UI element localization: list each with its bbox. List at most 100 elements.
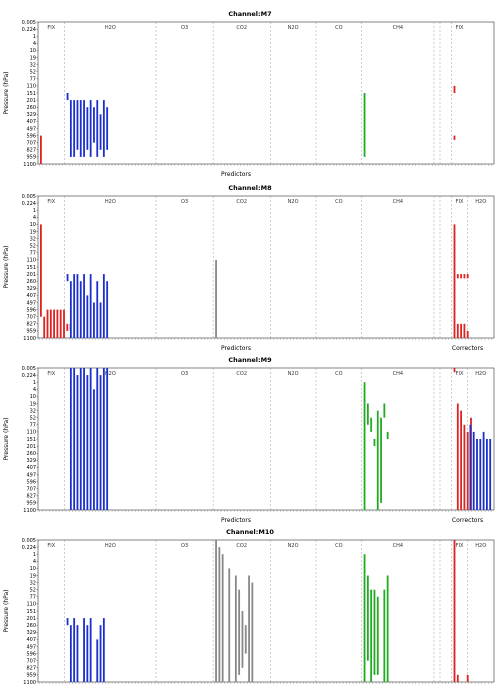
data-mark — [386, 575, 389, 682]
y-axis-label: Pressure (hPa) — [3, 417, 10, 460]
data-mark — [69, 281, 72, 338]
data-mark — [363, 554, 366, 682]
y-tick-label: 77 — [30, 251, 36, 257]
data-mark — [251, 582, 254, 682]
data-mark — [102, 274, 105, 338]
data-mark — [83, 274, 85, 338]
y-tick-label: 1 — [33, 552, 36, 558]
y-tick-label: 10 — [30, 394, 36, 400]
y-tick-label: 4 — [33, 387, 36, 393]
x-axis-label: Predictors — [221, 345, 251, 352]
y-tick-label: 260 — [26, 623, 36, 629]
data-mark — [89, 618, 92, 682]
group-label: FIX — [47, 25, 55, 31]
group-label: CH4 — [393, 25, 403, 31]
data-mark — [238, 589, 241, 675]
data-mark — [363, 93, 366, 157]
y-tick-label: 19 — [30, 55, 36, 61]
y-tick-label: 0.224 — [22, 545, 36, 551]
data-mark — [79, 368, 82, 510]
data-mark — [49, 309, 52, 338]
y-tick-label: 10 — [30, 48, 36, 54]
y-tick-label: 497 — [26, 126, 36, 132]
data-mark — [472, 431, 475, 510]
data-mark — [463, 424, 466, 510]
y-tick-label: 4 — [33, 559, 36, 565]
data-mark — [460, 323, 462, 338]
data-mark — [453, 368, 456, 373]
group-label: FIX — [47, 543, 55, 549]
group-label: H2O — [105, 25, 116, 31]
group-label: N2O — [288, 371, 299, 377]
channel-panel-2: Channel:M8 FIX H2O O3 CO2 N2O CO CH4 FIX H2O 0.005… — [3, 184, 495, 352]
group-label: H2O — [105, 371, 116, 377]
group-label: CH4 — [393, 543, 403, 549]
y-tick-label: 596 — [26, 479, 36, 485]
y-tick-label: 1100 — [23, 162, 36, 168]
y-tick-label: 329 — [26, 286, 36, 292]
data-mark — [386, 431, 389, 439]
data-mark — [89, 100, 92, 157]
y-tick-label: 110 — [26, 430, 36, 436]
data-mark — [241, 611, 244, 668]
channel-panel-3: Channel:M9 FIX H2O O3 CO2 N2O CO CH4 FIX H2O 0.005… — [3, 356, 495, 524]
y-tick-label: 32 — [30, 580, 36, 586]
data-mark — [86, 295, 89, 338]
data-mark — [370, 589, 373, 682]
data-mark — [79, 100, 82, 157]
y-tick-label: 1100 — [23, 680, 36, 686]
y-tick-label: 1100 — [23, 508, 36, 514]
data-mark — [463, 274, 466, 279]
group-label: H2O — [475, 371, 486, 377]
data-mark — [215, 540, 217, 682]
y-tick-label: 151 — [26, 437, 36, 443]
panel-title: Channel:M8 — [228, 184, 272, 192]
data-mark — [106, 107, 109, 150]
y-tick-label: 827 — [26, 322, 36, 328]
group-label: CO — [335, 25, 342, 31]
data-mark — [102, 618, 105, 682]
data-mark — [76, 100, 79, 150]
y-tick-label: 201 — [26, 272, 36, 278]
data-mark — [456, 403, 459, 510]
group-label: CH4 — [393, 199, 403, 205]
y-tick-label: 52 — [30, 70, 36, 76]
group-label: CO2 — [236, 543, 247, 549]
plot-frame — [37, 539, 495, 683]
y-tick-label: 707 — [26, 141, 36, 147]
group-label: H2O — [475, 543, 486, 549]
data-mark — [99, 114, 102, 150]
x-axis-label: Predictors — [221, 517, 251, 524]
data-mark — [73, 368, 76, 510]
data-mark — [96, 639, 99, 682]
data-mark — [66, 618, 69, 626]
data-mark — [106, 281, 109, 338]
data-mark — [463, 323, 466, 338]
data-mark — [469, 424, 472, 510]
group-label: CO2 — [236, 371, 247, 377]
y-tick-label: 827 — [26, 494, 36, 500]
data-mark — [76, 625, 79, 682]
y-tick-label: 32 — [30, 408, 36, 414]
y-tick-label: 110 — [26, 258, 36, 264]
data-mark — [383, 589, 386, 682]
group-label: FIX — [456, 371, 464, 377]
y-tick-label: 707 — [26, 659, 36, 665]
data-mark — [43, 316, 46, 338]
y-tick-label: 0.224 — [22, 373, 36, 379]
y-tick-label: 151 — [26, 609, 36, 615]
y-tick-label: 201 — [26, 98, 36, 104]
data-mark — [46, 309, 49, 338]
data-mark — [96, 281, 99, 338]
group-label: FIX — [456, 543, 464, 549]
y-tick-label: 1 — [33, 34, 36, 40]
group-label: FIX — [47, 371, 55, 377]
y-tick-label: 329 — [26, 458, 36, 464]
y-tick-label: 407 — [26, 119, 36, 125]
data-mark — [234, 575, 237, 682]
data-mark — [489, 439, 492, 510]
y-tick-label: 110 — [26, 602, 36, 608]
y-tick-label: 0.005 — [22, 366, 36, 372]
y-tick-label: 596 — [26, 651, 36, 657]
